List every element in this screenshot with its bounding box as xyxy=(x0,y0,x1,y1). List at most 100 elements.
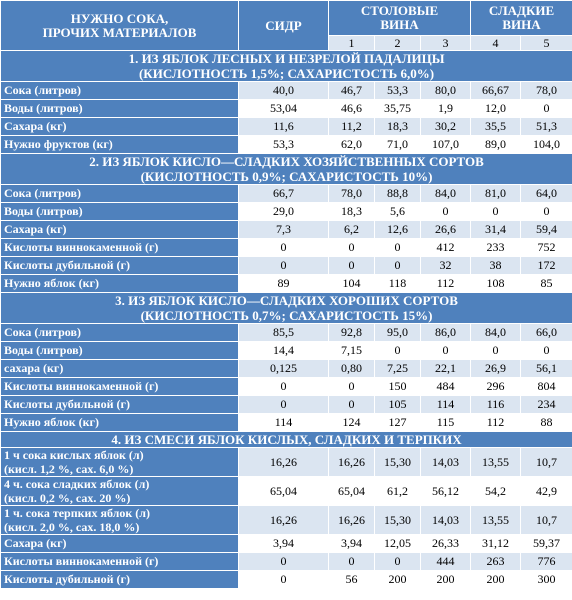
cell-value: 26,9 xyxy=(470,359,522,378)
cell-value: 80,0 xyxy=(419,81,472,100)
row-label: Сахара (кг) xyxy=(0,534,239,553)
cell-value: 13,55 xyxy=(470,447,522,477)
cell-value: 51,3 xyxy=(520,117,572,136)
cell-value: 53,04 xyxy=(238,99,329,118)
table-row: Сока (литров) 85,5 92,8 95,0 86,0 84,0 66,0 xyxy=(0,323,572,342)
cell-value: 22,1 xyxy=(419,359,472,378)
row-label: 4 ч. сока сладких яблок (л) (кисл. 0,2 %… xyxy=(0,476,239,506)
table-row: Сока (литров) 40,0 46,7 53,3 80,0 66,67 78,0 xyxy=(0,81,572,100)
row-label: Воды (литров) xyxy=(0,99,239,118)
row-label: Воды (литров) xyxy=(0,202,239,221)
cell-value: 84,0 xyxy=(470,323,522,342)
table-row: Кислоты дубильной (г) 0 0 0 32 38 172 xyxy=(0,256,572,275)
cell-value: 35,5 xyxy=(470,117,522,136)
cell-value: 0 xyxy=(374,552,421,571)
cell-value: 1,9 xyxy=(419,99,472,118)
cell-value: 66,67 xyxy=(470,81,522,100)
cell-value: 0 xyxy=(470,202,522,221)
cell-value: 0 xyxy=(238,238,329,257)
cell-value: 0 xyxy=(374,238,421,257)
table-row: Сахара (кг) 7,3 6,2 12,6 26,6 31,4 59,4 xyxy=(0,220,572,239)
cell-value: 0 xyxy=(328,238,375,257)
table-row: 1 ч сока кислых яблок (л) (кисл. 1,2 %, … xyxy=(0,447,572,477)
cell-value: 3,94 xyxy=(238,534,329,553)
cell-value: 0,80 xyxy=(328,359,375,378)
cell-value: 0 xyxy=(328,377,375,396)
cell-value: 7,25 xyxy=(374,359,421,378)
table-row: Сахара (кг) 11,6 11,2 18,3 30,2 35,5 51,3 xyxy=(0,117,572,136)
cell-value: 804 xyxy=(520,377,572,396)
cell-value: 18,3 xyxy=(328,202,375,221)
cell-value: 59,37 xyxy=(520,534,572,553)
cell-value: 11,6 xyxy=(238,117,329,136)
cell-value: 112 xyxy=(470,413,522,432)
table-row: Воды (литров) 29,0 18,3 5,6 0 0 0 xyxy=(0,202,572,221)
cell-value: 26,33 xyxy=(419,534,472,553)
cell-value: 42,9 xyxy=(520,476,572,506)
cell-value: 108 xyxy=(470,274,522,293)
cell-value: 78,0 xyxy=(520,81,572,100)
cell-value: 0,125 xyxy=(238,359,329,378)
cell-value: 776 xyxy=(520,552,572,571)
table-header: НУЖНО СОКА, ПРОЧИХ МАТЕРИАЛОВ СИДР СТОЛО… xyxy=(0,0,572,51)
cell-value: 66,0 xyxy=(520,323,572,342)
row-label: Кислоты виннокаменной (г) xyxy=(0,238,239,257)
row-label: Сахара (кг) xyxy=(0,220,239,239)
cell-value: 263 xyxy=(470,552,522,571)
cell-value: 15,30 xyxy=(374,505,421,535)
cell-value: 53,3 xyxy=(238,135,329,154)
section-title: 4. ИЗ СМЕСИ ЯБЛОК КИСЛЫХ, СЛАДКИХ И ТЕРП… xyxy=(0,431,572,448)
header-num: 5 xyxy=(520,35,572,51)
table-row: Кислоты виннокаменной (г) 0 0 0 444 263 776 xyxy=(0,552,572,571)
cell-value: 29,0 xyxy=(238,202,329,221)
cell-value: 116 xyxy=(470,395,522,414)
cell-value: 112 xyxy=(419,274,472,293)
header-num: 4 xyxy=(470,35,522,51)
table-row: Воды (литров) 14,4 7,15 0 0 0 0 xyxy=(0,341,572,360)
cell-value: 0 xyxy=(419,202,472,221)
cell-value: 14,4 xyxy=(238,341,329,360)
cell-value: 16,26 xyxy=(238,505,329,535)
row-label: сахара (кг) xyxy=(0,359,239,378)
cell-value: 296 xyxy=(470,377,522,396)
cell-value: 85 xyxy=(520,274,572,293)
cell-value: 118 xyxy=(374,274,421,293)
header-materials: НУЖНО СОКА, ПРОЧИХ МАТЕРИАЛОВ xyxy=(0,0,239,51)
cell-value: 65,04 xyxy=(328,476,375,506)
cell-value: 31,12 xyxy=(470,534,522,553)
cell-value: 200 xyxy=(374,570,421,589)
cell-value: 14,03 xyxy=(419,447,472,477)
cell-value: 12,05 xyxy=(374,534,421,553)
row-label: Кислоты дубильной (г) xyxy=(0,570,239,589)
cell-value: 10,7 xyxy=(520,447,572,477)
row-label: Нужно яблок (кг) xyxy=(0,413,239,432)
cell-value: 89,0 xyxy=(470,135,522,154)
row-label: Кислоты виннокаменной (г) xyxy=(0,552,239,571)
row-label: Сахара (кг) xyxy=(0,117,239,136)
cell-value: 412 xyxy=(419,238,472,257)
cell-value: 30,2 xyxy=(419,117,472,136)
cell-value: 40,0 xyxy=(238,81,329,100)
cell-value: 7,15 xyxy=(328,341,375,360)
cell-value: 124 xyxy=(328,413,375,432)
cell-value: 12,0 xyxy=(470,99,522,118)
table-row: сахара (кг) 0,125 0,80 7,25 22,1 26,9 56,1 xyxy=(0,359,572,378)
cell-value: 107,0 xyxy=(419,135,472,154)
cell-value: 0 xyxy=(238,552,329,571)
header-num: 2 xyxy=(374,35,421,51)
section-title: 2. ИЗ ЯБЛОК КИСЛО—СЛАДКИХ ХОЗЯЙСТВЕННЫХ … xyxy=(0,153,572,185)
table-row: Воды (литров) 53,04 46,6 35,75 1,9 12,0 0 xyxy=(0,99,572,118)
cell-value: 56,1 xyxy=(520,359,572,378)
cell-value: 54,2 xyxy=(470,476,522,506)
cell-value: 5,6 xyxy=(374,202,421,221)
row-label: Кислоты дубильной (г) xyxy=(0,395,239,414)
table-row: 4 ч. сока сладких яблок (л) (кисл. 0,2 %… xyxy=(0,476,572,506)
cell-value: 127 xyxy=(374,413,421,432)
cell-value: 16,26 xyxy=(328,505,375,535)
table-row: Кислоты виннокаменной (г) 0 0 150 484 296 804 xyxy=(0,377,572,396)
cell-value: 14,03 xyxy=(419,505,472,535)
cell-value: 0 xyxy=(374,341,421,360)
header-sweet-wines: СЛАДКИЕ ВИНА xyxy=(470,0,572,36)
cell-value: 95,0 xyxy=(374,323,421,342)
cell-value: 104,0 xyxy=(520,135,572,154)
